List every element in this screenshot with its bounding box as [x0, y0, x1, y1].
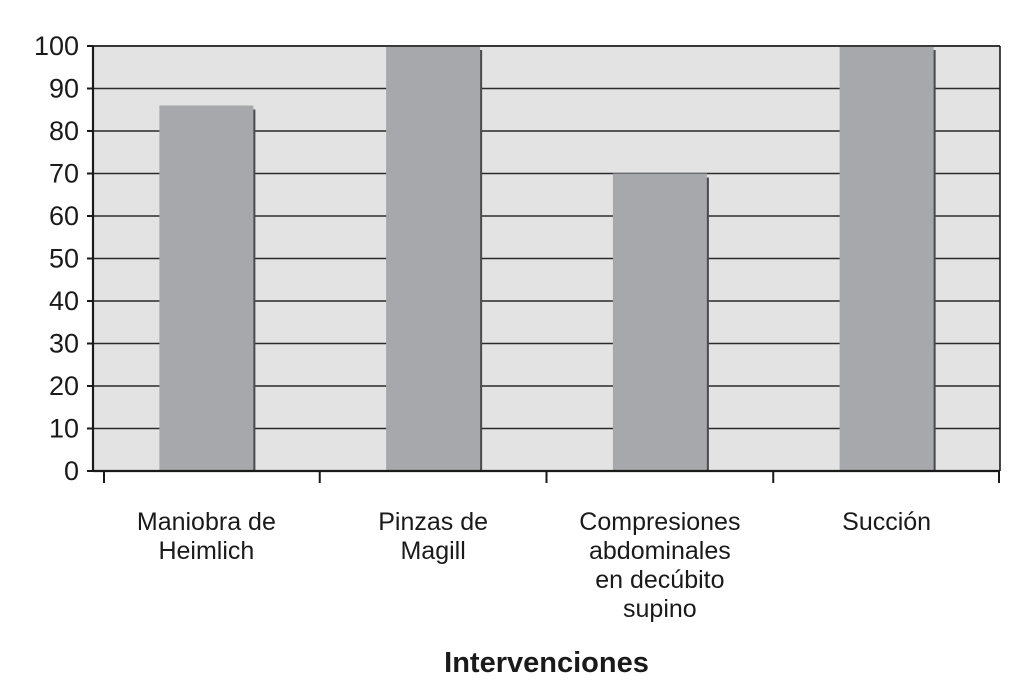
y-tick-label: 10	[49, 414, 79, 444]
x-category-label-line: supino	[623, 595, 697, 623]
y-tick-label: 90	[49, 74, 79, 104]
x-category-label: Compresiones abdominales en decúbito supino	[579, 508, 740, 623]
x-category-label: Succión	[842, 508, 931, 536]
y-tick-label: 70	[49, 159, 79, 189]
x-axis-title: Intervenciones	[444, 647, 649, 679]
bar	[159, 105, 254, 471]
y-tick-label: 40	[49, 286, 79, 316]
axes	[91, 45, 1001, 483]
x-category-label-line: en decúbito	[595, 566, 724, 594]
y-tick-label: 80	[49, 116, 79, 146]
x-category-label-line: abdominales	[589, 537, 731, 565]
x-category-label-line: Compresiones	[579, 508, 740, 536]
bar	[839, 46, 934, 471]
y-tick-label: 50	[49, 244, 79, 274]
y-tick-label: 20	[49, 371, 79, 401]
x-category-label-line: Maniobra de	[137, 508, 276, 536]
x-category-labels: Maniobra de Heimlich Pinzas de Magill Compre…	[137, 508, 931, 623]
y-tick-label: 100	[34, 31, 79, 61]
bar	[386, 46, 481, 471]
x-category-label: Pinzas de Magill	[378, 508, 488, 565]
x-category-label: Maniobra de Heimlich	[137, 508, 276, 565]
x-category-label-line: Succión	[842, 508, 931, 536]
x-category-label-line: Heimlich	[158, 537, 254, 565]
y-tick-labels: 0 10 20 30 40 50 60 70 80 90 100	[34, 31, 79, 486]
x-category-label-line: Pinzas de	[378, 508, 488, 536]
bars	[159, 46, 936, 471]
y-tick-label: 30	[49, 329, 79, 359]
y-tick-label: 0	[64, 456, 79, 486]
bar	[612, 173, 707, 471]
y-tick-label: 60	[49, 201, 79, 231]
x-category-label-line: Magill	[400, 537, 465, 565]
